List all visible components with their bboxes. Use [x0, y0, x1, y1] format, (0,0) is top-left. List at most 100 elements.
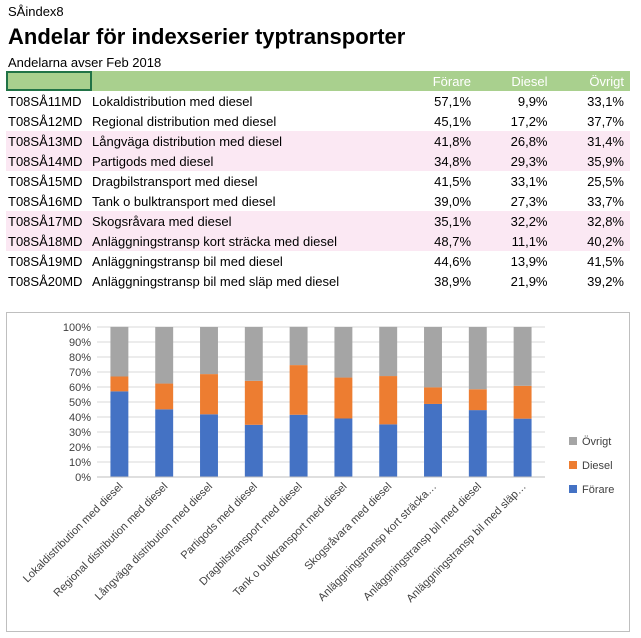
y-tick-label: 20%	[69, 442, 91, 454]
ovrigt-cell[interactable]: 41,5%	[587, 253, 624, 269]
legend-label: Diesel	[582, 460, 613, 472]
table-row: T08SÅ11MD Lokaldistribution med diesel 57,…	[6, 91, 630, 111]
y-tick-label: 10%	[69, 457, 91, 469]
legend-swatch	[569, 461, 577, 469]
forare-cell[interactable]: 45,1%	[434, 113, 472, 129]
diesel-cell[interactable]: 21,9%	[510, 273, 548, 289]
header-ovrigt: Övrigt	[589, 73, 624, 89]
y-tick-label: 80%	[69, 352, 91, 364]
diesel-cell[interactable]: 26,8%	[510, 133, 548, 149]
ovrigt-cell[interactable]: 35,9%	[587, 153, 624, 169]
diesel-cell[interactable]: 33,1%	[510, 173, 548, 189]
diesel-cell[interactable]: 13,9%	[510, 253, 548, 269]
forare-cell[interactable]: 41,5%	[434, 173, 472, 189]
bar-segment-förare	[513, 418, 532, 477]
description-cell[interactable]: Anläggningstransp bil med diesel	[92, 253, 283, 269]
diesel-cell[interactable]: 17,2%	[510, 113, 548, 129]
bar-segment-övrigt	[379, 326, 398, 377]
diesel-cell[interactable]: 32,2%	[510, 213, 548, 229]
y-tick-label: 60%	[69, 382, 91, 394]
table-row: T08SÅ16MD Tank o bulktransport med diesel…	[6, 191, 630, 211]
bar-segment-diesel	[289, 365, 308, 415]
ovrigt-cell[interactable]: 33,1%	[587, 93, 624, 109]
forare-cell[interactable]: 35,1%	[434, 213, 472, 229]
bar-segment-diesel	[424, 387, 442, 404]
code-cell[interactable]: T08SÅ13MD	[8, 133, 83, 149]
code-cell[interactable]: T08SÅ17MD	[8, 213, 83, 229]
header-diesel: Diesel	[511, 73, 548, 89]
description-cell[interactable]: Tank o bulktransport med diesel	[92, 193, 276, 209]
bar-segment-övrigt	[424, 327, 442, 388]
x-tick-label: Partigods med diesel	[179, 481, 260, 562]
forare-cell[interactable]: 39,0%	[434, 193, 472, 209]
x-tick-label: Skogsråvara med diesel	[302, 481, 394, 573]
forare-cell[interactable]: 48,7%	[434, 233, 472, 249]
bar-segment-förare	[155, 409, 174, 477]
bar-segment-övrigt	[155, 327, 174, 384]
chart-frame[interactable]: 0% 10% 20% 30% 40% 50% 60% 70% 80% 90% 100% Lokaldi…	[6, 312, 630, 632]
forare-cell[interactable]: 34,8%	[434, 153, 472, 169]
ovrigt-cell[interactable]: 37,7%	[587, 113, 624, 129]
legend-label: Övrigt	[582, 436, 611, 448]
y-tick-label: 30%	[69, 427, 91, 439]
diesel-cell[interactable]: 29,3%	[510, 153, 548, 169]
page-title: Andelar för indexserier typtransporter	[8, 24, 406, 49]
bar-segment-diesel	[513, 385, 532, 419]
description-cell[interactable]: Skogsråvara med diesel	[92, 213, 232, 229]
code-cell[interactable]: T08SÅ15MD	[8, 173, 83, 189]
bar-segment-diesel	[244, 380, 263, 425]
diesel-cell[interactable]: 11,1%	[511, 233, 548, 249]
diesel-cell[interactable]: 9,9%	[517, 93, 548, 109]
bar-segment-övrigt	[110, 326, 129, 377]
forare-cell[interactable]: 57,1%	[434, 93, 472, 109]
bar-segment-förare	[379, 424, 398, 477]
bar-segment-övrigt	[200, 327, 218, 375]
ovrigt-cell[interactable]: 31,4%	[587, 133, 624, 149]
forare-cell[interactable]: 41,8%	[434, 133, 472, 149]
y-tick-label: 50%	[69, 397, 91, 409]
ovrigt-cell[interactable]: 33,7%	[587, 193, 624, 209]
description-cell[interactable]: Lokaldistribution med diesel	[92, 93, 253, 109]
forare-cell[interactable]: 38,9%	[434, 273, 472, 289]
description-cell[interactable]: Regional distribution med diesel	[92, 113, 277, 129]
y-tick-label: 90%	[69, 337, 91, 349]
description-cell[interactable]: Dragbilstransport med diesel	[92, 173, 258, 189]
header-forare: Förare	[432, 73, 472, 89]
code-cell[interactable]: T08SÅ16MD	[8, 193, 83, 209]
bar-segment-övrigt	[334, 327, 353, 378]
y-tick-label: 100%	[63, 322, 91, 334]
bar-segment-diesel	[110, 376, 129, 392]
ovrigt-cell[interactable]: 25,5%	[587, 173, 624, 189]
bar-segment-övrigt	[289, 326, 308, 366]
diesel-cell[interactable]: 27,3%	[510, 193, 548, 209]
code-cell[interactable]: T08SÅ19MD	[8, 253, 83, 269]
legend-swatch	[569, 485, 577, 493]
page-subtitle: Andelarna avser Feb 2018	[8, 55, 162, 70]
code-cell[interactable]: T08SÅ12MD	[8, 113, 83, 129]
ovrigt-cell[interactable]: 40,2%	[587, 233, 624, 249]
bar-segment-övrigt	[513, 327, 532, 386]
description-cell[interactable]: Långväga distribution med diesel	[92, 133, 283, 149]
code-cell[interactable]: T08SÅ20MD	[8, 273, 83, 289]
bar-segment-diesel	[379, 376, 398, 425]
code-cell[interactable]: T08SÅ14MD	[8, 153, 83, 169]
header-selected-cell[interactable]	[6, 71, 92, 91]
ovrigt-cell[interactable]: 32,8%	[587, 213, 624, 229]
y-tick-label: 40%	[69, 412, 91, 424]
stacked-bar-chart: 0%10%20%30%40%50%60%70%80%90%100%Lokaldi…	[21, 322, 614, 605]
bar-segment-övrigt	[244, 327, 263, 381]
table-header-row: Förare Diesel Övrigt	[6, 71, 630, 91]
bar-segment-diesel	[200, 374, 218, 415]
ovrigt-cell[interactable]: 39,2%	[587, 273, 624, 289]
description-cell[interactable]: Anläggningstransp kort sträcka med diese…	[92, 233, 337, 249]
code-cell[interactable]: T08SÅ18MD	[8, 233, 83, 249]
bar-segment-förare	[289, 414, 308, 477]
forare-cell[interactable]: 44,6%	[434, 253, 472, 269]
description-cell[interactable]: Partigods med diesel	[92, 153, 214, 169]
code-cell[interactable]: T08SÅ11MD	[8, 93, 82, 109]
legend-swatch	[569, 437, 577, 445]
table-row: T08SÅ20MD Anläggningstransp bil med släp …	[6, 271, 630, 291]
bar-segment-diesel	[334, 377, 353, 419]
description-cell[interactable]: Anläggningstransp bil med släp med diese…	[92, 273, 340, 289]
bar-segment-övrigt	[468, 327, 487, 390]
